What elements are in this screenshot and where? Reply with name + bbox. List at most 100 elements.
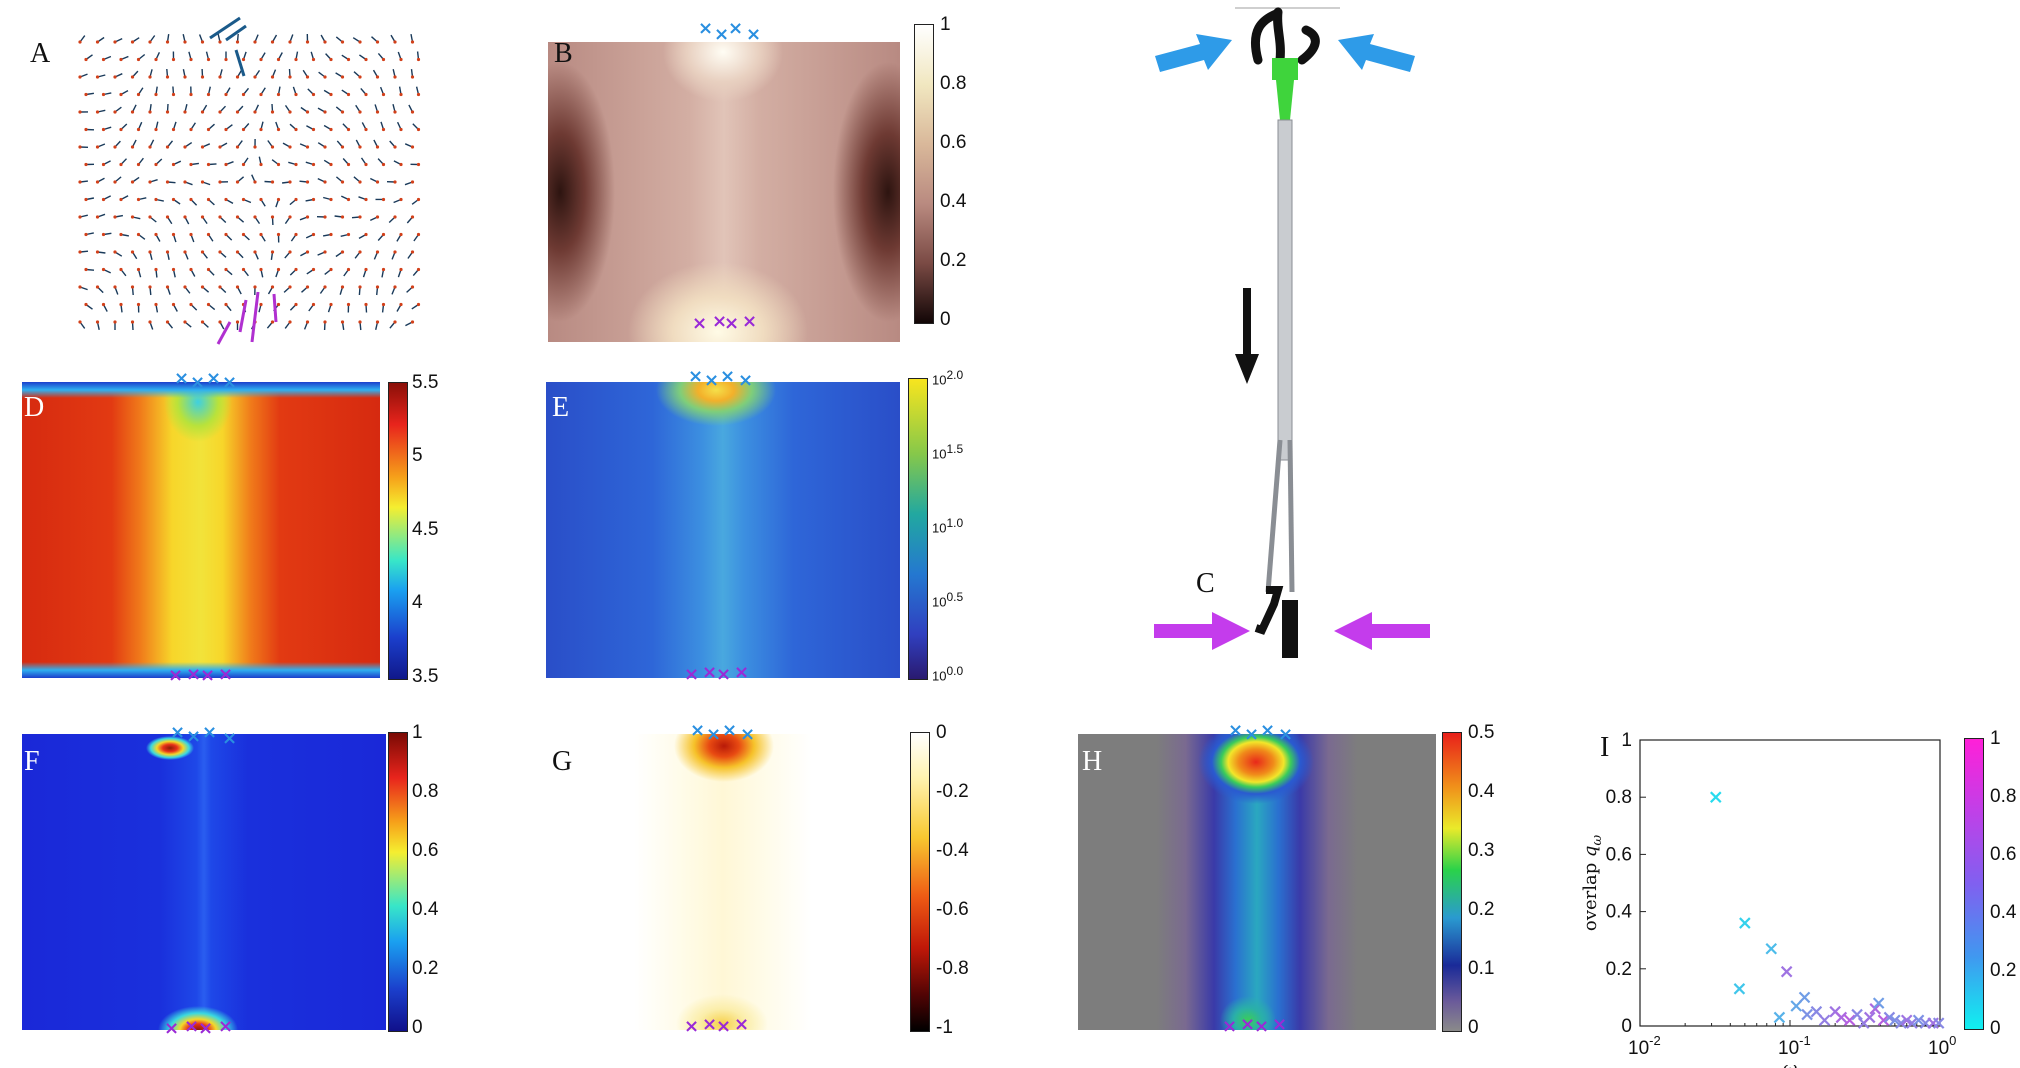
panel-b: B × × × × × × × × 1 0.8 0.6 0.4 0.2 0 xyxy=(548,14,968,342)
displacement-arrow xyxy=(241,157,249,167)
displacement-arrow xyxy=(165,285,171,295)
displacement-arrow xyxy=(319,285,327,294)
displacement-arrow xyxy=(119,302,123,313)
displacement-arrow xyxy=(95,213,106,219)
displacement-arrow xyxy=(171,267,176,278)
scatter-point xyxy=(1790,1000,1802,1012)
colorbar-b xyxy=(914,24,934,324)
colorbar-e-tick: 101.5 xyxy=(932,442,964,462)
displacement-arrow xyxy=(206,86,211,97)
displacement-arrow xyxy=(154,197,164,202)
colorbar-h-tick: 0.3 xyxy=(1468,840,1495,861)
displacement-arrow xyxy=(95,177,105,184)
displacement-arrow xyxy=(130,320,135,331)
displacement-arrow xyxy=(360,87,368,97)
displacement-arrow xyxy=(339,285,345,295)
displacement-arrow xyxy=(183,180,193,186)
displacement-arrow xyxy=(361,122,368,132)
input-marker: × xyxy=(1228,720,1244,741)
colorbar-h-tick: 0.4 xyxy=(1468,781,1495,802)
displacement-arrow xyxy=(406,215,415,224)
colorbar-d-tick: 5 xyxy=(412,445,423,466)
displacement-arrow xyxy=(253,250,259,260)
displacement-arrow xyxy=(391,250,397,260)
displacement-arrow xyxy=(415,86,421,97)
displacement-arrow xyxy=(362,267,368,278)
input-marker: × xyxy=(728,18,744,39)
displacement-arrow xyxy=(101,267,111,274)
displacement-arrow xyxy=(284,320,292,329)
displacement-arrow xyxy=(270,69,277,79)
scatter-point xyxy=(1912,1014,1925,1027)
panel-a: A xyxy=(30,10,430,350)
y-axis-label: overlap qω xyxy=(1580,835,1605,932)
colorbar-h-tick: 0.1 xyxy=(1468,958,1495,979)
colorbar-b-tick: 0.6 xyxy=(940,132,967,153)
displacement-arrow xyxy=(165,250,170,260)
displacement-arrow xyxy=(406,285,415,293)
displacement-arrow xyxy=(183,142,193,149)
displacement-arrow xyxy=(235,176,245,184)
input-marker: × xyxy=(722,720,738,741)
scatter-point xyxy=(1906,1017,1918,1029)
displacement-arrow xyxy=(283,285,292,293)
displacement-arrow xyxy=(300,106,310,114)
displacement-arrow xyxy=(241,232,250,241)
displacement-arrow xyxy=(136,121,143,132)
panel-h: H × × × × × × × × 0.5 0.4 0.3 0.2 0.1 0 xyxy=(1078,720,1548,1044)
heatmap-f xyxy=(22,734,386,1030)
displacement-arrow xyxy=(377,232,386,241)
displacement-arrow xyxy=(95,285,104,294)
input-marker: × xyxy=(740,724,756,745)
displacement-arrow xyxy=(171,86,176,97)
displacement-arrow xyxy=(396,121,403,132)
displacement-arrow xyxy=(113,37,123,44)
displacement-arrow xyxy=(253,104,260,114)
displacement-arrow xyxy=(259,87,266,97)
input-marker: × xyxy=(720,366,736,387)
displacement-arrow xyxy=(101,302,108,312)
y-tick-label: 0.6 xyxy=(1606,844,1632,865)
y-tick-label: 0 xyxy=(1621,1016,1632,1037)
output-marker: × xyxy=(684,664,700,685)
displacement-arrow xyxy=(241,123,250,132)
displacement-arrow xyxy=(404,180,415,186)
output-marker: × xyxy=(712,311,728,332)
input-marker: × xyxy=(190,372,206,393)
displacement-arrow xyxy=(218,142,228,149)
displacement-arrow xyxy=(381,302,386,313)
heatmap-h xyxy=(1078,734,1436,1030)
displacement-arrow xyxy=(95,109,106,114)
displacement-arrow xyxy=(393,160,403,167)
displacement-arrow xyxy=(289,302,298,311)
displacement-arrow xyxy=(113,140,121,149)
displacement-arrow xyxy=(206,197,215,206)
displacement-arrow xyxy=(205,51,211,62)
displacement-arrow xyxy=(113,106,122,114)
displacement-arrow xyxy=(270,103,275,114)
displacement-arrow xyxy=(323,124,333,132)
displacement-arrow xyxy=(78,35,86,44)
displacement-arrow xyxy=(84,127,95,132)
displacement-arrow xyxy=(136,53,146,62)
panel-i-label: I xyxy=(1600,732,1610,763)
heatmap-e xyxy=(546,382,900,678)
displacement-arrow xyxy=(198,34,205,44)
displacement-arrow xyxy=(275,267,281,278)
displacement-arrow xyxy=(323,196,333,202)
displacement-arrow xyxy=(386,180,397,184)
colorbar-i-tick: 0.8 xyxy=(1990,786,2017,807)
displacement-arrow xyxy=(171,121,177,132)
displacement-arrow xyxy=(288,34,294,44)
displacement-arrow xyxy=(130,285,135,296)
colorbar-h-tick: 0.2 xyxy=(1468,899,1495,920)
colorbar-e-tick: 100.0 xyxy=(932,664,964,684)
displacement-arrow xyxy=(373,250,380,260)
displacement-arrow xyxy=(84,267,95,272)
displacement-arrow xyxy=(267,140,275,149)
displacement-arrow xyxy=(206,267,215,276)
colorbar-i-tick: 0 xyxy=(1990,1018,2001,1039)
displacement-arrow xyxy=(380,121,386,132)
output-arrow xyxy=(216,321,232,345)
displacement-arrow xyxy=(183,320,192,328)
